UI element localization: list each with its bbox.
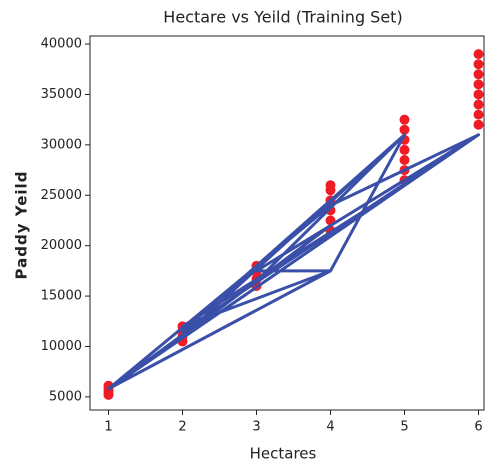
data-point [399,154,410,165]
x-tick-label: 6 [474,420,482,435]
y-axis-label: Paddy Yeild [13,171,31,280]
y-tick-label: 40000 [41,37,82,52]
x-tick-label: 3 [252,420,260,435]
x-axis-label: Hectares [250,445,317,463]
y-tick-label: 35000 [41,87,82,102]
chart-title: Hectare vs Yeild (Training Set) [163,8,402,27]
data-point [473,89,484,100]
x-tick-label: 5 [400,420,408,435]
plot-frame [89,35,485,411]
data-point [473,99,484,110]
x-tick-label: 1 [104,420,112,435]
data-point [473,59,484,70]
y-tick-label: 10000 [41,339,82,354]
x-tick-label: 2 [178,420,186,435]
regression-line [107,133,480,391]
data-point [473,69,484,80]
data-point [473,79,484,90]
y-tick-label: 30000 [41,137,82,152]
y-tick-label: 15000 [41,289,82,304]
data-point [325,180,336,191]
data-point [399,124,410,135]
data-point [473,109,484,120]
x-tick-label: 4 [326,420,334,435]
y-tick-label: 5000 [49,389,82,404]
y-tick-label: 20000 [41,238,82,253]
y-tick-label: 25000 [41,188,82,203]
data-point [473,119,484,130]
data-point [399,144,410,155]
data-point [473,49,484,60]
data-point [399,114,410,125]
plot-area [103,49,484,400]
